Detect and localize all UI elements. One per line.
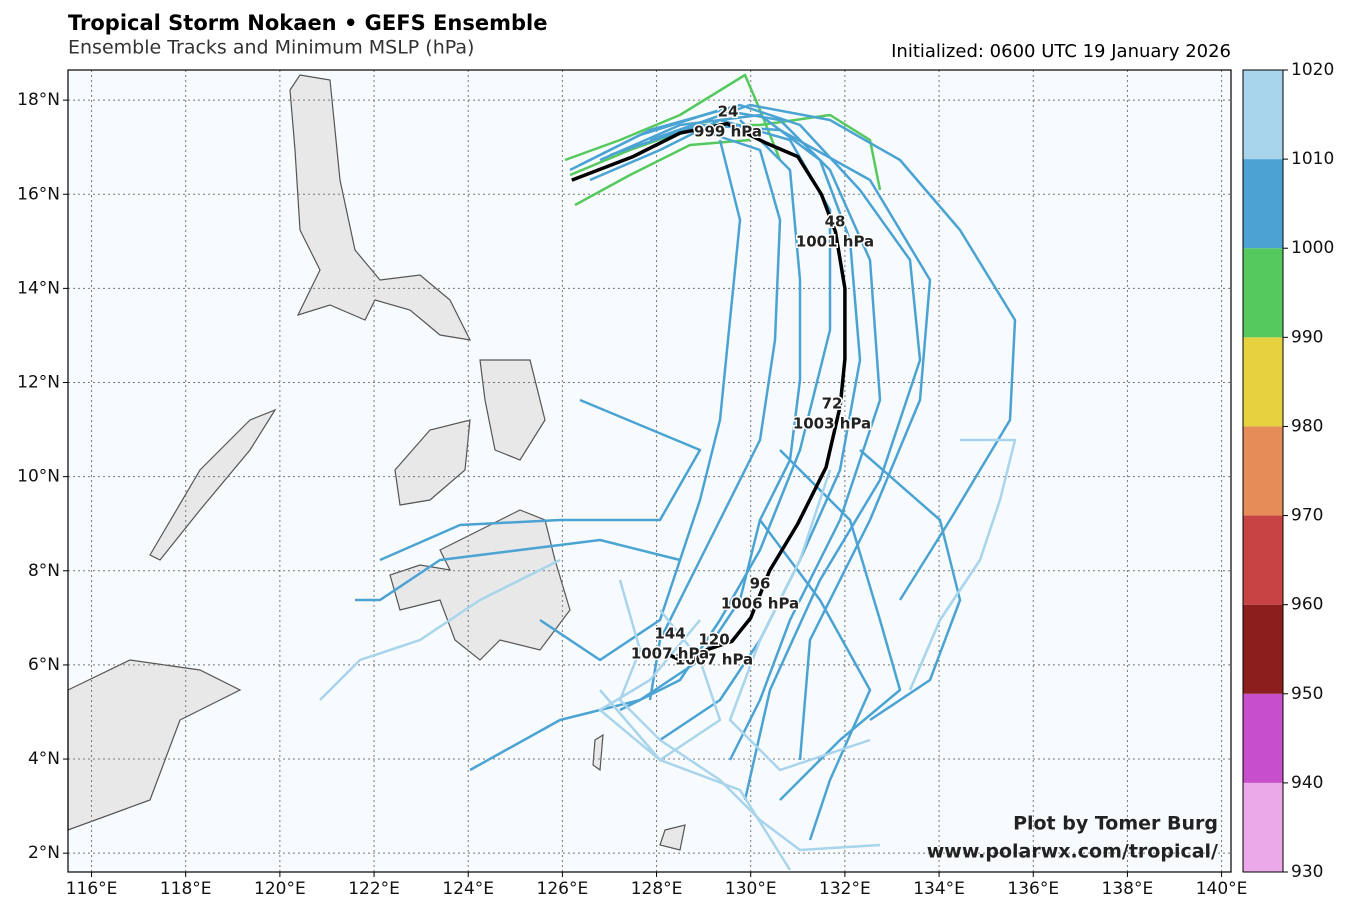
forecast-hour: 144 [654, 625, 685, 643]
palawan [149, 408, 277, 561]
x-tick-label: 124°E [442, 879, 494, 899]
forecast-pressure: 1007 hPa [631, 645, 709, 663]
colorbar-segment [1243, 337, 1283, 427]
credit: www.polarwx.com/tropical/ [927, 841, 1218, 863]
forecast-pressure: 1007 hPa [675, 651, 753, 669]
ensemble-track [649, 103, 1017, 601]
x-tick-label: 128°E [631, 879, 683, 899]
colorbar-label: 960 [1291, 595, 1323, 615]
x-tick-label: 140°E [1196, 879, 1248, 899]
ensemble-track [609, 123, 932, 761]
x-tick-label: 134°E [913, 879, 965, 899]
x-tick-label: 126°E [537, 879, 589, 899]
colorbar-label: 940 [1291, 773, 1323, 793]
forecast-pressure: 1003 hPa [793, 415, 871, 433]
ensemble-track [859, 449, 962, 722]
colorbar-segment [1243, 70, 1283, 160]
forecast-pressure: 1001 hPa [796, 233, 874, 251]
ensemble-track [599, 609, 722, 762]
colorbar-segment [1243, 782, 1283, 872]
y-tick-label: 10°N [17, 467, 60, 487]
forecast-hour: 120 [698, 631, 729, 649]
colorbar-segment [1243, 515, 1283, 605]
ensemble-track [379, 398, 702, 562]
ensemble-track [728, 469, 871, 772]
colorbar-label: 930 [1291, 862, 1323, 882]
ensemble-track [579, 103, 922, 801]
forecast-hour: 48 [825, 213, 846, 231]
forecast-hour: 96 [750, 575, 771, 593]
colorbar-segment [1243, 248, 1283, 338]
x-tick-label: 132°E [819, 879, 871, 899]
x-tick-label: 116°E [66, 879, 118, 899]
colorbar-label: 980 [1291, 416, 1323, 436]
ensemble-track [648, 128, 782, 701]
y-tick-label: 16°N [17, 184, 60, 204]
colorbar-label: 950 [1291, 684, 1323, 704]
credit: Plot by Tomer Burg [1013, 813, 1218, 835]
chart-title: Tropical Storm Nokaen • GEFS Ensemble [68, 11, 547, 35]
x-tick-label: 122°E [348, 879, 400, 899]
ensemble-track [618, 579, 881, 852]
ensemble-track [355, 538, 681, 602]
borneo [67, 659, 242, 831]
colorbar-label: 990 [1291, 327, 1323, 347]
gridlines [68, 70, 1231, 872]
y-tick-label: 2°N [28, 843, 60, 863]
y-tick-label: 18°N [17, 90, 60, 110]
luzon [289, 74, 472, 341]
x-tick-label: 130°E [725, 879, 777, 899]
init-time: Initialized: 0600 UTC 19 January 2026 [891, 41, 1231, 62]
colorbar-label: 970 [1291, 506, 1323, 526]
colorbar-label: 1000 [1291, 238, 1334, 258]
colorbar-segment [1243, 426, 1283, 516]
y-tick-label: 6°N [28, 655, 60, 675]
x-tick-label: 118°E [160, 879, 212, 899]
ensemble-track [908, 438, 1017, 691]
colorbar: 930 940 950 960 970 980 990 1000 1010 1020 [1242, 60, 1334, 882]
forecast-hour: 24 [718, 103, 739, 121]
land [67, 74, 686, 851]
y-tick-label: 12°N [17, 373, 60, 393]
ensemble-track [598, 619, 792, 871]
y-tick-label: 14°N [17, 278, 60, 298]
colorbar-segment [1243, 604, 1283, 694]
mindanao [389, 509, 571, 661]
visayas [394, 419, 471, 506]
y-tick-label: 8°N [28, 561, 60, 581]
chart-subtitle: Ensemble Tracks and Minimum MSLP (hPa) [68, 37, 474, 59]
ensemble-track [539, 139, 742, 662]
samar-leyte [479, 359, 546, 461]
colorbar-frame [1242, 69, 1284, 873]
y-tick-label: 4°N [28, 749, 60, 769]
ensemble-tracks [319, 73, 1017, 871]
x-tick-label: 120°E [254, 879, 306, 899]
colorbar-segment [1243, 159, 1283, 249]
ensemble-track [569, 113, 882, 191]
ensemble-track [779, 449, 902, 801]
colorbar-label: 1020 [1291, 60, 1334, 80]
map-frame [67, 69, 1232, 873]
islet [659, 824, 686, 851]
forecast-hour: 72 [822, 395, 843, 413]
mean-track-layer: 24 999 hPa 48 1001 hPa 72 1003 hPa 96 1006 hPa 1… [571, 101, 876, 670]
ensemble-track [319, 558, 561, 701]
forecast-pressure: 999 hPa [694, 123, 762, 141]
x-tick-label: 136°E [1007, 879, 1059, 899]
ensemble-track [759, 519, 872, 841]
ensemble-track [599, 113, 862, 742]
x-tick-label: 138°E [1102, 879, 1154, 899]
forecast-pressure: 1006 hPa [721, 595, 799, 613]
islet [592, 733, 604, 772]
map-background [68, 70, 1231, 872]
mean-track [571, 121, 847, 662]
colorbar-segment [1243, 693, 1283, 783]
colorbar-label: 1010 [1291, 149, 1334, 169]
